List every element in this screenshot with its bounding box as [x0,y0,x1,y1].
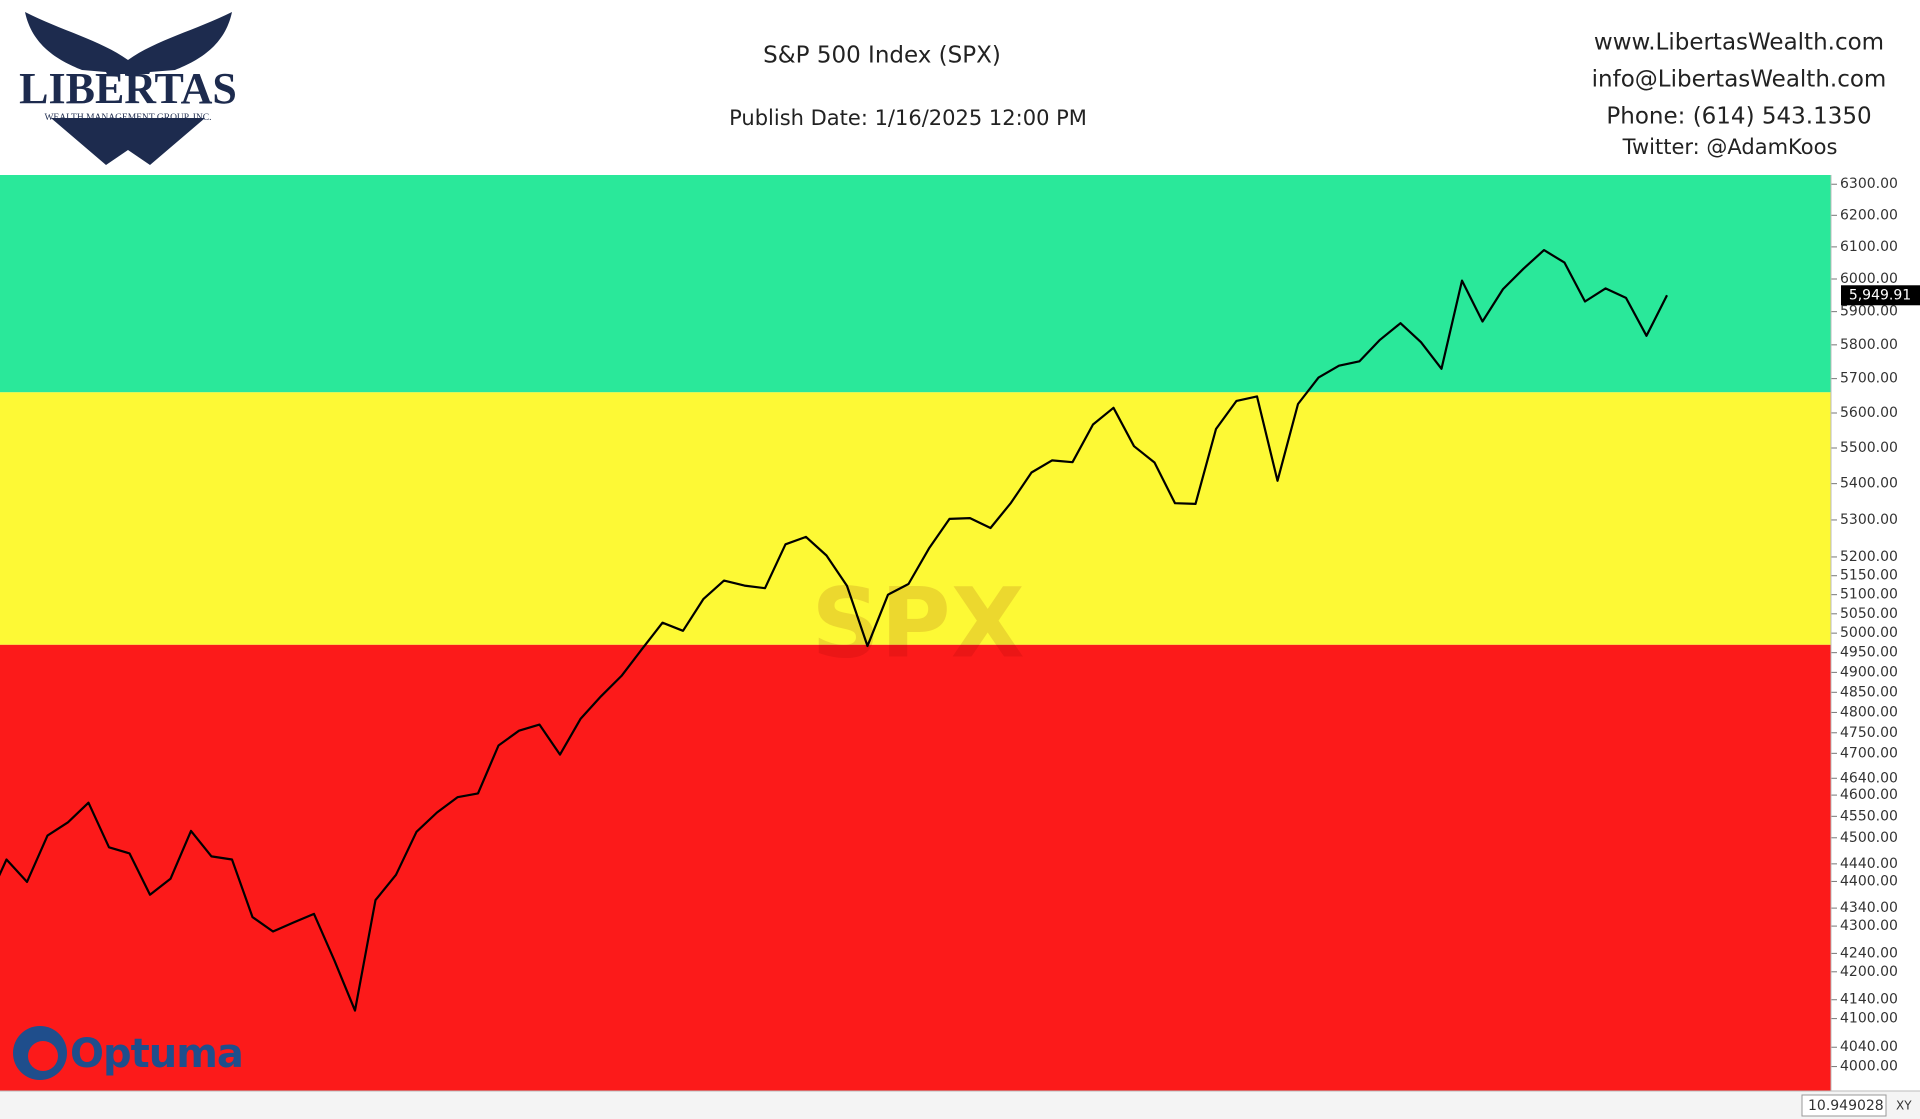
y-tick-label: 4400.00 [1840,873,1898,889]
y-tick-label: 5700.00 [1840,371,1898,387]
y-tick-label: 4800.00 [1840,704,1898,720]
bands [0,175,1831,1091]
y-tick-label: 5900.00 [1840,304,1898,320]
last-price-label: 5,949.91 [1849,287,1911,303]
y-tick-label: 4200.00 [1840,964,1898,980]
y-tick-label: 5400.00 [1840,476,1898,492]
y-tick-label: 4850.00 [1840,684,1898,700]
brand-name: Optuma [70,1031,243,1077]
status-mode: XY [1896,1099,1912,1113]
logo-name: LIBERTAS [19,64,237,113]
y-tick-label: 4550.00 [1840,808,1898,824]
y-tick-label: 4340.00 [1840,900,1898,916]
y-tick-label: 4140.00 [1840,992,1898,1008]
y-tick-label: 4240.00 [1840,945,1898,961]
y-tick-label: 4640.00 [1840,770,1898,786]
y-tick-label: 6200.00 [1840,207,1898,223]
y-tick-label: 4300.00 [1840,918,1898,934]
contact: www.LibertasWealth.com [1594,30,1884,56]
price-band [0,392,1831,645]
plot [0,249,1668,1012]
brand-icon-hole [28,1041,58,1071]
price-band [0,644,1831,1091]
y-tick-label: 5300.00 [1840,512,1898,528]
status-value: 10.949028 [1808,1098,1884,1114]
price-band [0,175,1831,393]
y-tick-label: 6000.00 [1840,271,1898,287]
y-tick-label: 5100.00 [1840,587,1898,603]
y-tick-label: 6300.00 [1840,176,1898,192]
chart-title: S&P 500 Index (SPX) [763,43,1001,69]
status-box [1801,1094,1887,1117]
price-line [0,249,1668,1012]
y-tick-label: 4700.00 [1840,745,1898,761]
x-axis-bar [0,1091,1920,1119]
y-tick-label: 4900.00 [1840,664,1898,680]
y-tick-label: 4440.00 [1840,856,1898,872]
y-tick-label: 4600.00 [1840,787,1898,803]
y-tick-label: 4000.00 [1840,1059,1898,1075]
contact: info@LibertasWealth.com [1592,67,1887,93]
y-tick-label: 5500.00 [1840,440,1898,456]
y-tick-label: 5000.00 [1840,625,1898,641]
y-tick-label: 5200.00 [1840,549,1898,565]
y-tick-label: 5800.00 [1840,337,1898,353]
logo-backdrop [8,74,248,118]
y-tick-label: 6100.00 [1840,239,1898,255]
chart-subtitle: Publish Date: 1/16/2025 12:00 PM [729,106,1087,130]
contact: Twitter: @AdamKoos [1622,135,1838,159]
y-tick-label: 5600.00 [1840,405,1898,421]
y-tick-label: 5050.00 [1840,606,1898,622]
y-tick-label: 4040.00 [1840,1039,1898,1055]
last-price-box [1841,285,1920,306]
y-tick-label: 5150.00 [1840,568,1898,584]
y-tick-label: 4100.00 [1840,1011,1898,1027]
logo: LIBERTAS WEALTH MANAGEMENT GROUP, INC. [8,12,248,165]
contact: Phone: (614) 543.1350 [1606,104,1871,130]
y-tick-label: 4950.00 [1840,645,1898,661]
watermark: SPX [811,567,1025,679]
y-tick-label: 4500.00 [1840,830,1898,846]
brand-logo: Optuma [13,1026,244,1080]
y-tick-label: 4750.00 [1840,725,1898,741]
logo-tagline: WEALTH MANAGEMENT GROUP, INC. [44,113,211,123]
